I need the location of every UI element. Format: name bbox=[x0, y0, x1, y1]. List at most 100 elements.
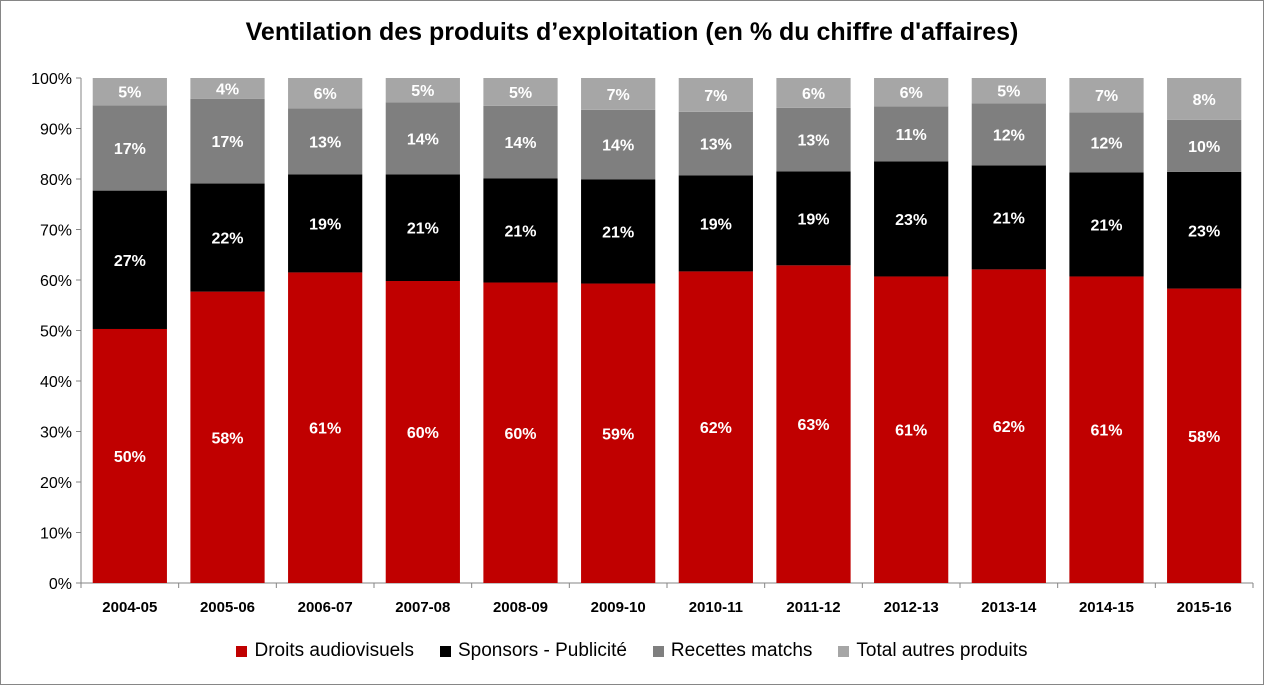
data-label: 10% bbox=[1188, 139, 1220, 156]
data-label: 23% bbox=[895, 212, 927, 229]
data-label: 7% bbox=[704, 88, 727, 105]
bar-segment bbox=[678, 175, 753, 272]
bar-segment bbox=[971, 269, 1046, 583]
data-label: 58% bbox=[1188, 429, 1220, 446]
x-tick-label: 2009-10 bbox=[591, 599, 646, 616]
legend: Droits audiovisuels Sponsors - Publicité R… bbox=[0, 638, 1264, 664]
data-label: 23% bbox=[1188, 223, 1220, 240]
legend-label: Droits audiovisuels bbox=[254, 640, 414, 661]
bar-segment bbox=[385, 174, 460, 282]
bar-segment bbox=[1069, 172, 1144, 277]
bar-segment bbox=[581, 78, 656, 110]
data-label: 14% bbox=[407, 131, 439, 148]
bar-segment bbox=[92, 190, 167, 329]
bar-segment bbox=[971, 165, 1046, 270]
bar-segment bbox=[385, 78, 460, 103]
x-tick-label: 2004-05 bbox=[102, 599, 157, 616]
legend-item: Total autres produits bbox=[838, 640, 1028, 662]
bar-segment bbox=[1069, 276, 1144, 583]
data-label: 13% bbox=[309, 134, 341, 151]
legend-item: Recettes matchs bbox=[652, 640, 813, 662]
bar-segment bbox=[483, 178, 558, 283]
bar-segment bbox=[776, 107, 851, 172]
data-label: 50% bbox=[114, 449, 146, 466]
y-tick-label: 100% bbox=[31, 71, 72, 88]
bar-segment bbox=[385, 281, 460, 583]
bar-segment bbox=[483, 105, 558, 179]
bar-segment bbox=[288, 108, 363, 175]
bar-segment bbox=[874, 161, 949, 277]
bar-segment bbox=[1069, 78, 1144, 113]
legend-item: Droits audiovisuels bbox=[236, 640, 414, 662]
y-tick-label: 30% bbox=[40, 425, 72, 442]
bar-segment bbox=[678, 78, 753, 112]
x-tick-label: 2012-13 bbox=[884, 599, 939, 616]
bar-segment bbox=[1167, 171, 1242, 289]
data-label: 6% bbox=[900, 85, 923, 102]
data-label: 21% bbox=[993, 210, 1025, 227]
bar-segment bbox=[92, 105, 167, 191]
bar-segment bbox=[581, 179, 656, 284]
bar-segment bbox=[190, 291, 265, 583]
bar-segment bbox=[190, 78, 265, 99]
bar-segment bbox=[483, 78, 558, 106]
data-label: 61% bbox=[309, 421, 341, 438]
bar-segment bbox=[483, 282, 558, 583]
data-label: 5% bbox=[509, 85, 532, 102]
data-label: 59% bbox=[602, 426, 634, 443]
data-label: 61% bbox=[1090, 423, 1122, 440]
bar-segment bbox=[1069, 112, 1144, 173]
bar-series-group bbox=[92, 78, 1242, 583]
data-label: 60% bbox=[504, 426, 536, 443]
chart-title: Ventilation des produits d’exploitation … bbox=[245, 18, 1019, 46]
bar-segment bbox=[1167, 119, 1242, 172]
data-label: 12% bbox=[1090, 135, 1122, 152]
bar-segment bbox=[776, 171, 851, 266]
legend-item: Sponsors - Publicité bbox=[439, 640, 627, 662]
data-label: 63% bbox=[797, 417, 829, 434]
bar-segment bbox=[1167, 288, 1242, 583]
data-label: 14% bbox=[504, 135, 536, 152]
bar-segment bbox=[874, 106, 949, 162]
x-tick-label: 2005-06 bbox=[200, 599, 255, 616]
legend-swatch bbox=[652, 645, 664, 657]
data-label: 21% bbox=[1090, 217, 1122, 234]
data-label: 21% bbox=[602, 225, 634, 242]
bar-segment bbox=[581, 283, 656, 583]
bar-segment bbox=[190, 98, 265, 184]
data-label: 7% bbox=[1095, 88, 1118, 105]
data-label: 62% bbox=[700, 420, 732, 437]
x-tick-label: 2013-14 bbox=[981, 599, 1037, 616]
x-tick-label: 2007-08 bbox=[395, 599, 450, 616]
legend-label: Recettes matchs bbox=[670, 640, 813, 661]
data-label: 22% bbox=[211, 231, 243, 248]
data-label: 4% bbox=[216, 81, 239, 98]
y-tick-label: 50% bbox=[40, 324, 72, 341]
bar-segment bbox=[678, 271, 753, 583]
data-label: 13% bbox=[797, 133, 829, 150]
data-label: 6% bbox=[314, 86, 337, 103]
legend-label: Sponsors - Publicité bbox=[457, 640, 627, 661]
data-label-group: 50% 27% 17% 5% 58% 22% 17% 4% 61% 19% 13% 6% 60% 21% 1… bbox=[114, 81, 1220, 466]
data-label: 5% bbox=[118, 85, 141, 102]
y-axis: 0% 10% 20% 30% 40% 50% 60% 70% 80% 90% 100% bbox=[31, 71, 82, 593]
y-tick-label: 60% bbox=[40, 273, 72, 290]
data-label: 62% bbox=[993, 419, 1025, 436]
legend-label: Total autres produits bbox=[856, 640, 1028, 661]
bar-segment bbox=[874, 276, 949, 583]
x-tick-label: 2006-07 bbox=[298, 599, 353, 616]
y-tick-label: 0% bbox=[49, 576, 72, 593]
bar-segment bbox=[678, 111, 753, 176]
x-tick-label: 2014-15 bbox=[1079, 599, 1134, 616]
data-label: 19% bbox=[797, 211, 829, 228]
legend-swatch bbox=[236, 645, 248, 657]
x-axis: 2004-05 2005-06 2006-07 2007-08 2008-09 2009-… bbox=[80, 582, 1254, 616]
data-label: 17% bbox=[114, 141, 146, 158]
bar-segment bbox=[776, 78, 851, 108]
data-label: 27% bbox=[114, 253, 146, 270]
bar-segment bbox=[971, 103, 1046, 166]
data-label: 17% bbox=[211, 134, 243, 151]
y-tick-label: 20% bbox=[40, 475, 72, 492]
bar-segment bbox=[874, 78, 949, 107]
